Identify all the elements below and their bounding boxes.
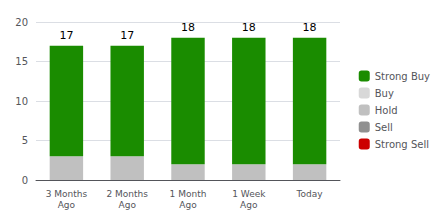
svg-text:18: 18 <box>303 21 317 34</box>
svg-text:Strong Sell: Strong Sell <box>375 139 429 150</box>
svg-text:18: 18 <box>181 21 195 34</box>
svg-text:20: 20 <box>15 17 28 28</box>
svg-text:Buy: Buy <box>375 88 394 99</box>
svg-text:15: 15 <box>15 56 28 67</box>
svg-text:Today: Today <box>296 189 324 199</box>
svg-text:0: 0 <box>22 175 28 186</box>
svg-text:Ago: Ago <box>240 200 258 210</box>
svg-text:Strong Buy: Strong Buy <box>375 71 430 82</box>
svg-text:2 Months: 2 Months <box>106 189 148 199</box>
svg-text:5: 5 <box>22 135 28 146</box>
svg-text:3 Months: 3 Months <box>46 189 88 199</box>
svg-text:Ago: Ago <box>179 200 197 210</box>
svg-text:18: 18 <box>242 21 256 34</box>
svg-text:Sell: Sell <box>375 122 393 133</box>
svg-text:Ago: Ago <box>119 200 137 210</box>
svg-text:10: 10 <box>15 96 28 107</box>
svg-text:Ago: Ago <box>58 200 76 210</box>
svg-text:17: 17 <box>59 29 73 42</box>
svg-text:1 Month: 1 Month <box>170 189 207 199</box>
svg-text:Hold: Hold <box>375 105 398 116</box>
svg-text:1 Week: 1 Week <box>232 189 266 199</box>
svg-text:17: 17 <box>120 29 134 42</box>
